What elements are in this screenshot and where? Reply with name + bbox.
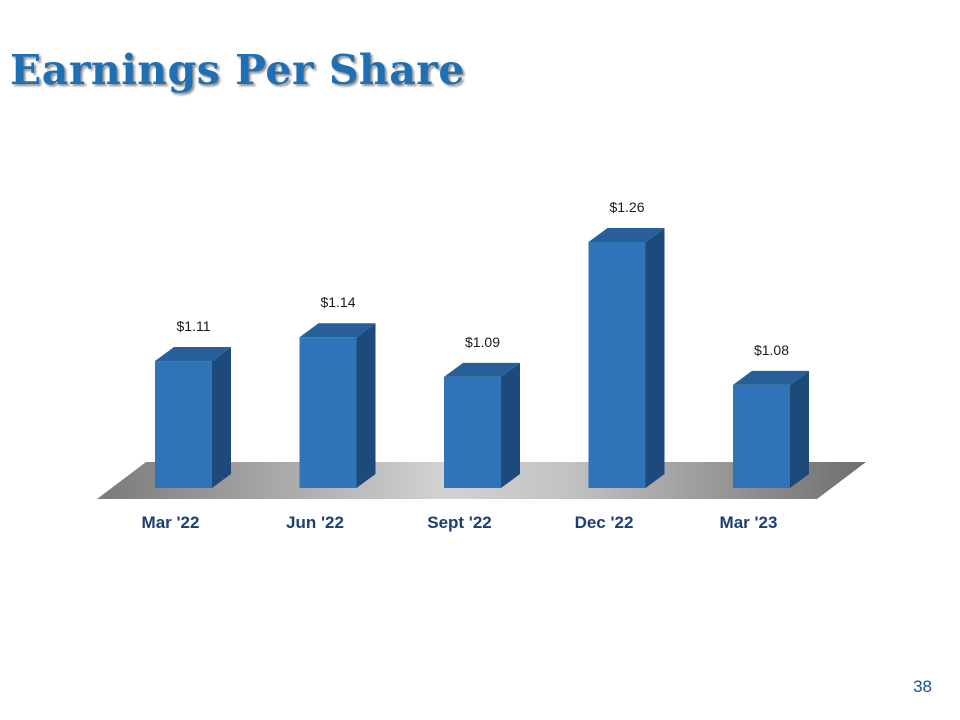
data-label-1: $1.11 — [177, 318, 211, 334]
data-label-4: $1.26 — [609, 199, 644, 215]
category-label-2: Jun '22 — [286, 513, 344, 532]
bar-side — [790, 370, 809, 488]
bar-side — [212, 347, 231, 488]
bar-top — [155, 347, 231, 362]
bar-front — [444, 376, 501, 488]
category-label-3: Sept '22 — [427, 513, 492, 532]
data-label-2: $1.14 — [320, 294, 355, 310]
slide-title: Earnings Per Share — [10, 46, 465, 94]
bar-top — [444, 362, 520, 377]
page-number: 38 — [913, 677, 932, 696]
category-label-1: Mar '22 — [142, 513, 200, 532]
bar-5 — [733, 370, 809, 488]
bar-2 — [299, 323, 376, 488]
bar-side — [645, 228, 665, 488]
data-label-3: $1.09 — [465, 334, 500, 350]
data-label-5: $1.08 — [754, 342, 789, 358]
bars-layer — [155, 228, 809, 488]
category-label-4: Dec '22 — [575, 513, 634, 532]
bar-top — [588, 228, 665, 242]
bar-3 — [444, 362, 520, 488]
bar-side — [501, 362, 520, 488]
bar-front — [155, 361, 212, 488]
labels-layer: $1.11 Mar '22 $1.14 Jun '22 $1.09 Sept '22 $1.… — [142, 199, 790, 532]
bar-front — [299, 337, 357, 488]
bar-side — [356, 323, 376, 488]
bar-top — [733, 370, 809, 385]
bar-1 — [155, 347, 231, 488]
bar-4 — [588, 228, 665, 488]
bar-front — [588, 242, 646, 488]
bar-front — [733, 384, 790, 488]
category-label-5: Mar '23 — [720, 513, 778, 532]
bar-top — [299, 323, 376, 338]
